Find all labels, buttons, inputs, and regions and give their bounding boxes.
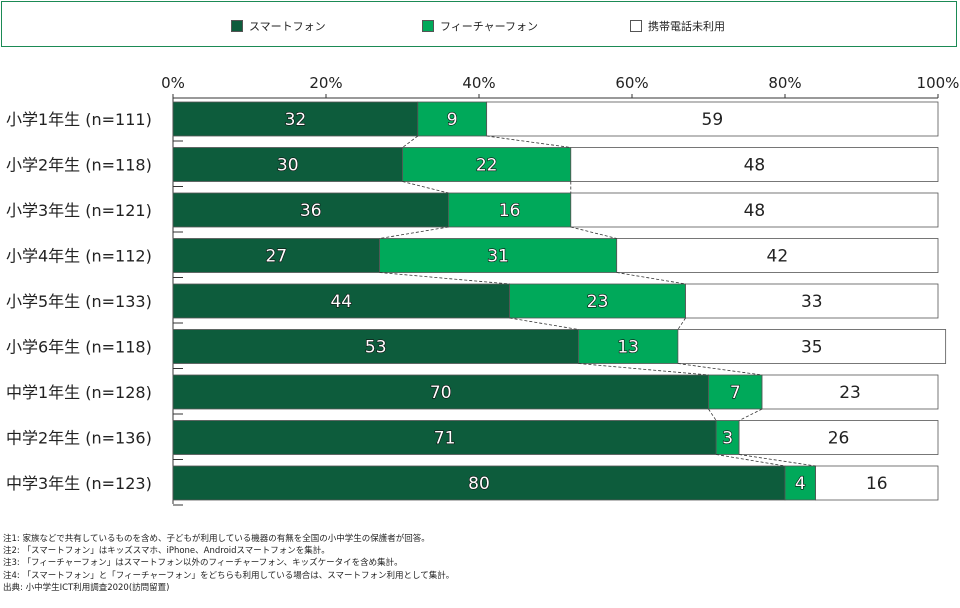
connector-line bbox=[402, 135, 419, 148]
connector-line bbox=[402, 181, 449, 194]
data-label: 16 bbox=[866, 474, 888, 494]
category-label: 小学2年生 (n=118) bbox=[6, 156, 152, 175]
data-label: 70 bbox=[430, 383, 452, 403]
footnote-source: 出典: 小中学生ICT利用調査2020(訪問留置) bbox=[3, 582, 170, 593]
data-label: 27 bbox=[265, 247, 287, 267]
legend-item-featurephone: フィーチャーフォン bbox=[422, 18, 538, 34]
footnote-1: 注1: 家族などで共有しているものを含め、子どもが利用している機器の有無を全国の… bbox=[3, 534, 430, 544]
connector-line bbox=[379, 226, 449, 239]
x-tick-label: 40% bbox=[462, 74, 495, 92]
legend-swatch-none bbox=[630, 20, 642, 32]
bar-segment bbox=[417, 101, 488, 137]
bar-segment bbox=[738, 420, 939, 455]
data-label: 71 bbox=[434, 429, 456, 449]
bar-segment bbox=[708, 374, 763, 410]
data-label: 16 bbox=[499, 201, 521, 221]
data-label: 22 bbox=[476, 156, 498, 176]
category-label: 中学3年生 (n=123) bbox=[6, 474, 152, 493]
data-label: 30 bbox=[277, 156, 299, 176]
bar-segment bbox=[172, 283, 511, 319]
legend-item-none: 携帯電話未利用 bbox=[630, 18, 725, 34]
bar-segment bbox=[486, 101, 939, 137]
legend-item-smartphone: スマートフォン bbox=[231, 18, 326, 34]
footnote-4: 注4: 「スマートフォン」と「フィーチャーフォン」をどちらも利用している場合は、… bbox=[3, 570, 455, 581]
connector-line bbox=[509, 317, 579, 330]
data-label: 4 bbox=[795, 474, 806, 494]
connector-line bbox=[677, 363, 763, 376]
data-label: 23 bbox=[839, 383, 861, 403]
x-tick-label: 80% bbox=[768, 74, 801, 92]
connector-line bbox=[578, 363, 709, 376]
bar-segment bbox=[578, 329, 679, 364]
legend: スマートフォン フィーチャーフォン 携帯電話未利用 bbox=[1, 1, 957, 47]
bar-segment bbox=[570, 192, 939, 228]
connector-line bbox=[716, 454, 786, 467]
bar-segment bbox=[172, 192, 449, 228]
data-label: 9 bbox=[447, 110, 458, 130]
legend-label-none: 携帯電話未利用 bbox=[648, 20, 725, 33]
category-label: 中学2年生 (n=136) bbox=[6, 429, 152, 448]
legend-label-featurephone: フィーチャーフォン bbox=[440, 20, 539, 33]
data-label: 35 bbox=[801, 338, 823, 358]
data-label: 7 bbox=[730, 383, 741, 403]
connector-line bbox=[739, 454, 816, 467]
data-label: 44 bbox=[330, 292, 352, 312]
legend-swatch-featurephone bbox=[422, 20, 434, 32]
connector-line bbox=[486, 135, 571, 148]
connector-line bbox=[379, 272, 510, 285]
bar-segment bbox=[172, 101, 419, 137]
footnote-2: 注2: 「スマートフォン」はキッズスマホ、iPhone、Androidスマートフ… bbox=[3, 546, 330, 557]
bar-segment bbox=[784, 465, 817, 501]
data-label: 33 bbox=[801, 292, 823, 312]
data-label: 53 bbox=[365, 338, 387, 358]
x-tick-label: 60% bbox=[615, 74, 648, 92]
bar-segment bbox=[509, 283, 686, 319]
category-label: 中学1年生 (n=128) bbox=[6, 383, 152, 402]
category-label: 小学1年生 (n=111) bbox=[6, 110, 152, 129]
data-label: 26 bbox=[828, 429, 850, 449]
data-label: 32 bbox=[285, 110, 307, 130]
category-label: 小学3年生 (n=121) bbox=[6, 201, 152, 220]
legend-swatch-smartphone bbox=[231, 20, 243, 32]
bar-segment bbox=[616, 238, 939, 273]
connector-line bbox=[708, 408, 717, 421]
data-label: 42 bbox=[767, 247, 789, 267]
bar-segment bbox=[761, 374, 939, 410]
connector-line bbox=[677, 317, 686, 330]
data-label: 13 bbox=[617, 338, 639, 358]
bar-segment bbox=[402, 147, 572, 182]
data-label: 3 bbox=[722, 429, 733, 449]
data-label: 48 bbox=[744, 201, 766, 221]
bar-segment bbox=[677, 329, 947, 364]
x-tick-label: 20% bbox=[309, 74, 342, 92]
legend-label-smartphone: スマートフォン bbox=[249, 20, 326, 33]
x-tick-label: 100% bbox=[917, 74, 960, 92]
x-tick-label: 0% bbox=[161, 74, 185, 92]
connector-line bbox=[616, 272, 686, 285]
bar-segment bbox=[685, 283, 939, 319]
bar-segment bbox=[172, 147, 403, 182]
data-label: 23 bbox=[587, 292, 609, 312]
data-label: 36 bbox=[300, 201, 322, 221]
data-label: 80 bbox=[468, 474, 490, 494]
data-label: 59 bbox=[702, 110, 724, 130]
bar-segment bbox=[570, 147, 939, 182]
bar-segment bbox=[172, 238, 380, 273]
bar-segment bbox=[379, 238, 618, 273]
bar-segment bbox=[172, 329, 579, 364]
connector-line bbox=[570, 226, 617, 239]
data-label: 48 bbox=[744, 156, 766, 176]
stacked-bar-chart: 0% 20% 40% 60% 80% 100% 小学1年生 (n=111) 32 9 59 小学2年… bbox=[6, 74, 960, 506]
category-label: 小学4年生 (n=112) bbox=[6, 247, 152, 266]
connector-line bbox=[738, 408, 763, 421]
footnotes: 注1: 家族などで共有しているものを含め、子どもが利用している機器の有無を全国の… bbox=[3, 533, 454, 594]
bar-segment bbox=[172, 420, 717, 455]
data-label: 31 bbox=[487, 247, 509, 267]
category-label: 小学5年生 (n=133) bbox=[6, 292, 152, 311]
footnote-3: 注3: 「フィーチャーフォン」はスマートフォン以外のフィーチャーフォン、キッズケ… bbox=[3, 558, 403, 569]
category-label: 小学6年生 (n=118) bbox=[6, 338, 152, 357]
bar-segment bbox=[815, 465, 939, 501]
